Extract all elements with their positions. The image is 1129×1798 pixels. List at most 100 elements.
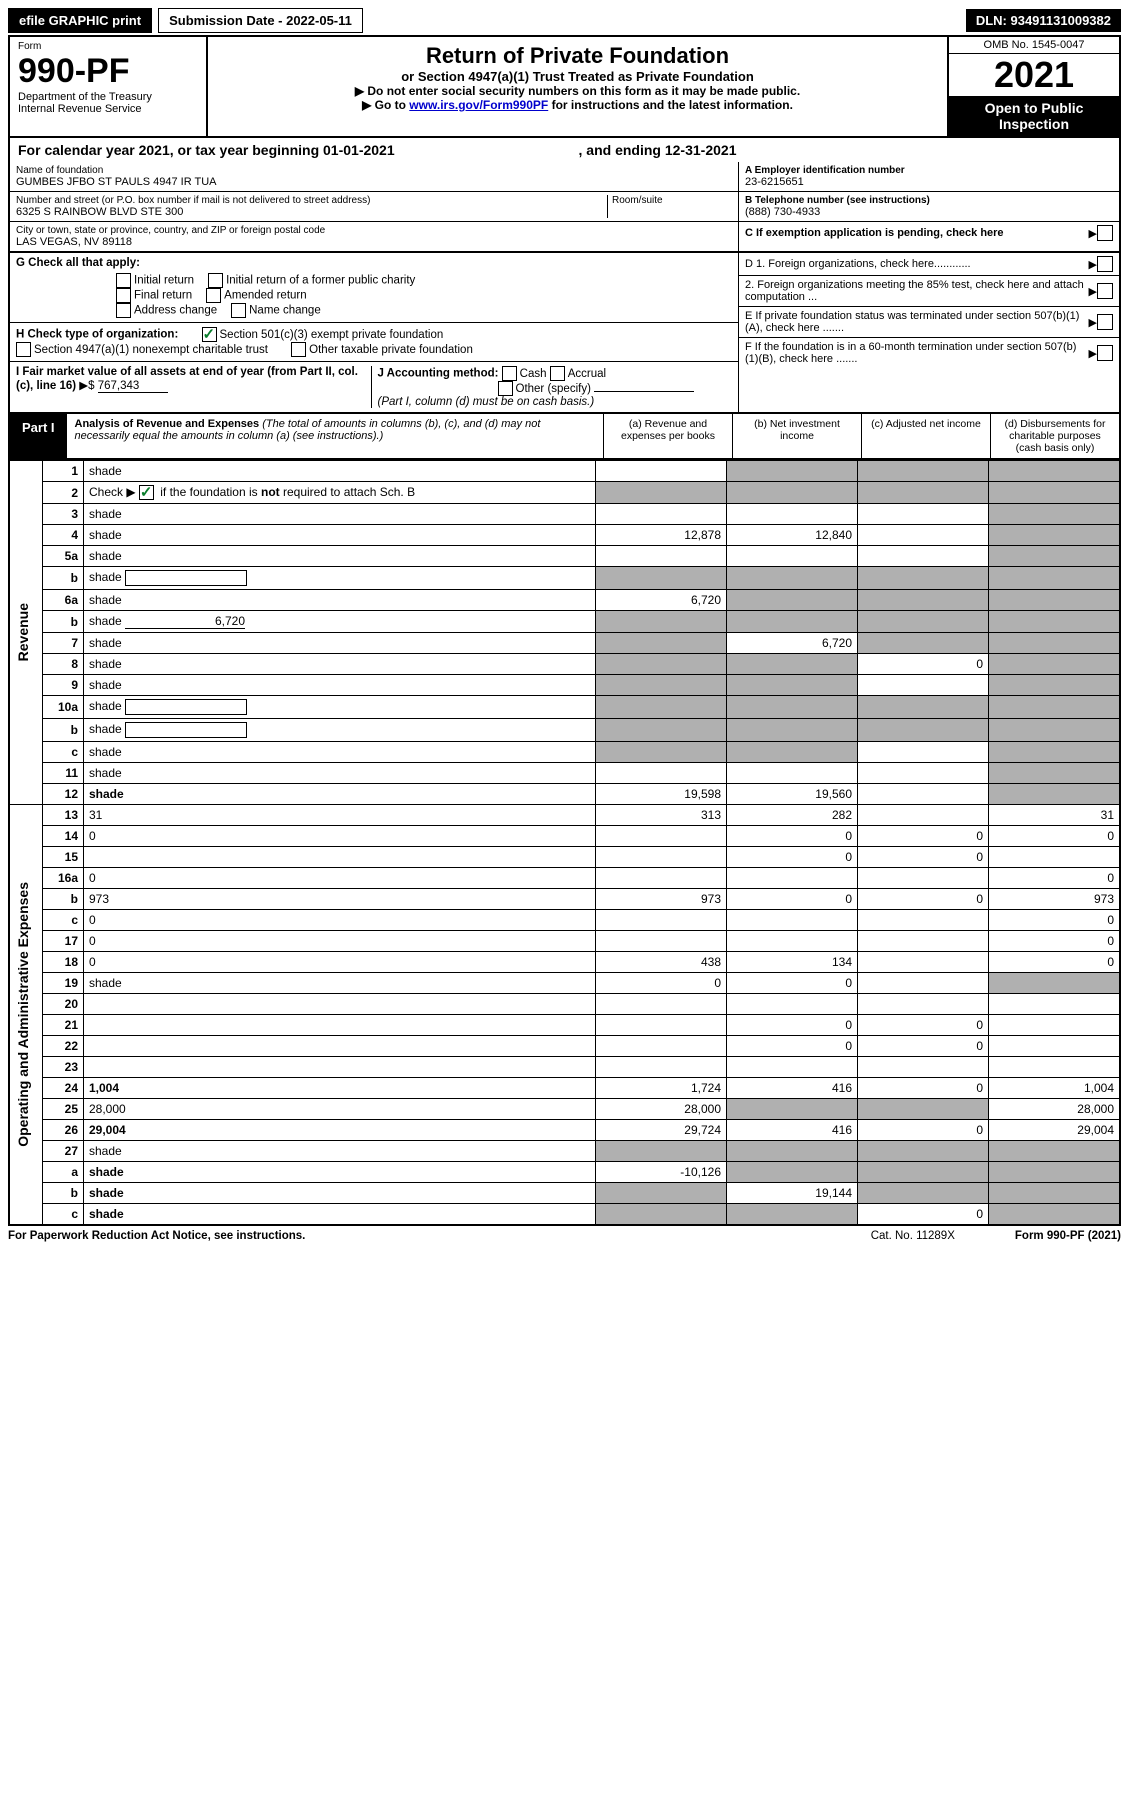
cell-value: 6,720 [596,590,727,611]
dept-treasury: Department of the Treasury [18,91,198,103]
telephone-cell: B Telephone number (see instructions) (8… [739,192,1119,222]
cell-value [858,675,989,696]
line-number: 8 [43,654,84,675]
table-row: bshade19,144 [9,1183,1120,1204]
h-other-taxable[interactable]: Other taxable private foundation [291,344,473,356]
line-description: shade [84,784,596,805]
line-description: shade [84,1204,596,1226]
cell-value: 0 [727,1015,858,1036]
form990pf-link[interactable]: www.irs.gov/Form990PF [409,98,548,112]
cell-value: 0 [727,889,858,910]
cell-shaded [596,696,727,719]
table-row: b97397300973 [9,889,1120,910]
g-initial-return[interactable]: Initial return [116,273,194,288]
calendar-year-row: For calendar year 2021, or tax year begi… [8,138,1121,162]
i-label: I Fair market value of all assets at end… [16,366,358,392]
j-accrual[interactable]: Accrual [550,368,606,380]
form-subtitle: or Section 4947(a)(1) Trust Treated as P… [216,69,939,84]
line-number: 20 [43,994,84,1015]
g-name-change[interactable]: Name change [231,303,321,318]
cell-shaded [989,784,1121,805]
line-description: shade [84,633,596,654]
table-row: 1500 [9,847,1120,868]
side-label: Revenue [9,461,43,805]
col-c-header: (c) Adjusted net income [861,414,990,458]
cell-value [858,1057,989,1078]
line-description [84,1036,596,1057]
line-description: shade [84,461,596,482]
e-checkbox[interactable] [1097,314,1113,330]
table-row: 11shade [9,763,1120,784]
cell-shaded [727,719,858,742]
cell-value [596,826,727,847]
line-number: b [43,719,84,742]
cell-shaded [727,1141,858,1162]
line-description: 29,004 [84,1120,596,1141]
g-label: G Check all that apply: [16,257,140,269]
page-footer: For Paperwork Reduction Act Notice, see … [8,1226,1121,1242]
cell-value: 0 [858,847,989,868]
line-description: 28,000 [84,1099,596,1120]
cell-value: 19,598 [596,784,727,805]
line-description: 31 [84,805,596,826]
g-address-change[interactable]: Address change [116,303,217,318]
h-501c3[interactable]: Section 501(c)(3) exempt private foundat… [202,329,444,341]
efile-button[interactable]: efile GRAPHIC print [8,8,152,33]
f-row: F If the foundation is in a 60-month ter… [739,338,1119,368]
cell-shaded [727,567,858,590]
line-description: shade [84,719,596,742]
h-4947[interactable]: Section 4947(a)(1) nonexempt charitable … [16,344,268,356]
g-final-return[interactable]: Final return [116,288,192,303]
i-j-row: I Fair market value of all assets at end… [10,362,738,412]
col-a-header: (a) Revenue and expenses per books [603,414,732,458]
cell-shaded [989,1204,1121,1226]
cell-value [858,546,989,567]
identification-block: Name of foundation GUMBES JFBO ST PAULS … [8,162,1121,253]
cell-value: 0 [727,847,858,868]
c-checkbox[interactable] [1097,225,1113,241]
j-cash[interactable]: Cash [502,368,547,380]
line-number: c [43,910,84,931]
cell-value: 416 [727,1078,858,1099]
g-amended-return[interactable]: Amended return [206,288,306,303]
cell-shaded [596,482,727,504]
omb-number: OMB No. 1545-0047 [949,37,1119,54]
line-description: Check ▶ if the foundation is not require… [84,482,596,504]
table-row: 4shade12,87812,840 [9,525,1120,546]
j-note: (Part I, column (d) must be on cash basi… [378,396,595,408]
cell-value: 134 [727,952,858,973]
d2-checkbox[interactable] [1097,283,1113,299]
footer-cat-no: Cat. No. 11289X [871,1230,955,1242]
line-number: b [43,611,84,633]
cell-shaded [727,482,858,504]
table-row: 241,0041,72441601,004 [9,1078,1120,1099]
line-number: 7 [43,633,84,654]
f-checkbox[interactable] [1097,345,1113,361]
cell-value: 0 [989,868,1121,889]
line-description: 1,004 [84,1078,596,1099]
line-number: 26 [43,1120,84,1141]
line-description: shade [84,696,596,719]
cell-value: 0 [596,973,727,994]
line-number: 23 [43,1057,84,1078]
cell-shaded [989,590,1121,611]
line-number: 15 [43,847,84,868]
cell-value [596,931,727,952]
cell-value [596,1036,727,1057]
cell-value: 12,878 [596,525,727,546]
line-number: 1 [43,461,84,482]
cell-value [858,973,989,994]
room-label: Room/suite [612,195,732,206]
part1-tab: Part I [10,414,67,458]
line-number: 24 [43,1078,84,1099]
j-other[interactable]: Other (specify) [498,383,591,395]
city-cell: City or town, state or province, country… [10,222,738,251]
g-initial-former[interactable]: Initial return of a former public charit… [208,273,415,288]
form-title: Return of Private Foundation [216,43,939,69]
line-number: 25 [43,1099,84,1120]
d1-checkbox[interactable] [1097,256,1113,272]
cell-shaded [596,567,727,590]
line-number: c [43,1204,84,1226]
cell-value [596,910,727,931]
table-row: 16a00 [9,868,1120,889]
